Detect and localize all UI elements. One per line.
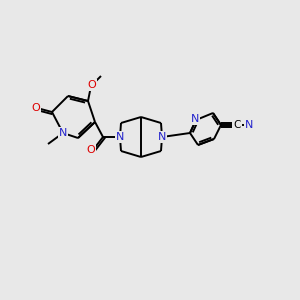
Text: O: O <box>88 80 96 90</box>
Text: N: N <box>158 132 166 142</box>
Text: N: N <box>116 132 124 142</box>
Text: N: N <box>245 120 253 130</box>
Text: O: O <box>32 103 40 113</box>
Text: C: C <box>233 120 241 130</box>
Text: N: N <box>59 128 67 138</box>
Text: O: O <box>87 145 95 155</box>
Text: N: N <box>191 114 199 124</box>
